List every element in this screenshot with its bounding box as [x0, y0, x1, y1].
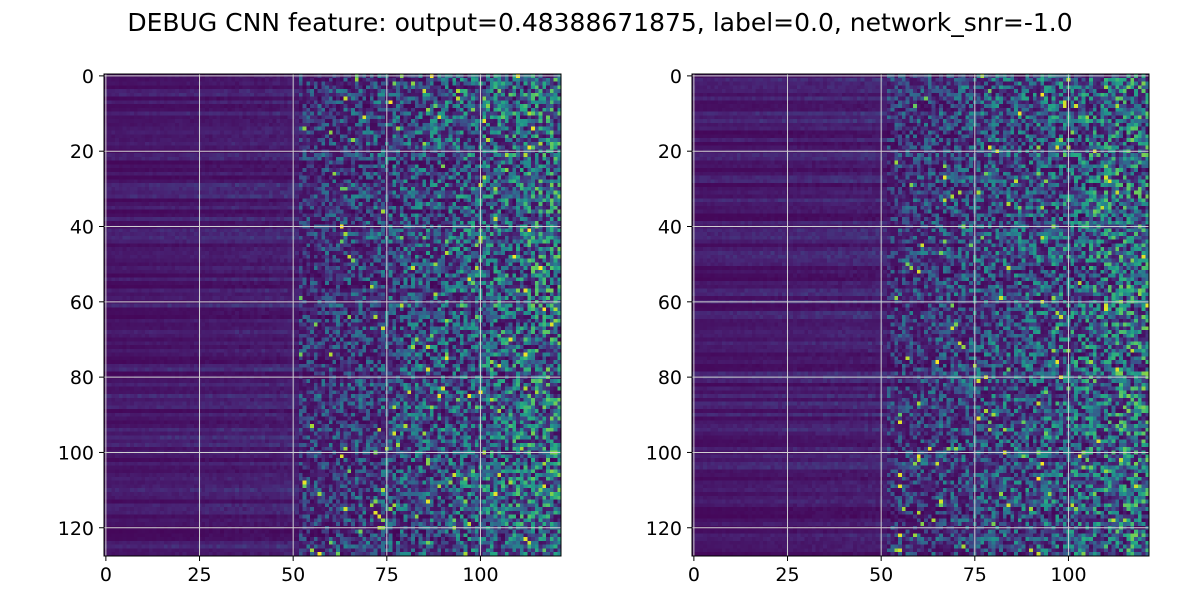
y-tick-label: 0: [670, 66, 682, 88]
x-tick-label: 50: [281, 564, 305, 586]
x-tick-label: 75: [375, 564, 399, 586]
x-tick-label: 100: [462, 564, 498, 586]
y-tick-label: 40: [658, 217, 682, 239]
y-tick-label: 120: [646, 518, 682, 540]
figure-title: DEBUG CNN feature: output=0.48388671875,…: [127, 8, 1073, 37]
x-tick-label: 0: [100, 564, 112, 586]
y-tick-label: 40: [70, 217, 94, 239]
y-tick-label: 80: [658, 367, 682, 389]
y-tick-label: 0: [82, 66, 94, 88]
y-tick-label: 60: [658, 292, 682, 314]
heatmap-image: [104, 74, 561, 556]
y-tick-label: 100: [58, 442, 94, 464]
axes-frame: [103, 73, 562, 557]
y-tick-label: 60: [70, 292, 94, 314]
heatmap-image: [692, 74, 1149, 556]
heatmap-panel-right: 0 25 50 75 100 0 20 40 60 80 100 120: [646, 66, 1150, 586]
x-tick-label: 25: [775, 564, 799, 586]
y-tick-label: 80: [70, 367, 94, 389]
x-tick-label: 0: [688, 564, 700, 586]
y-tick-label: 20: [658, 141, 682, 163]
x-tick-label: 25: [187, 564, 211, 586]
x-tick-label: 100: [1050, 564, 1086, 586]
x-tick-label: 50: [869, 564, 893, 586]
y-tick-label: 120: [58, 518, 94, 540]
y-tick-label: 20: [70, 141, 94, 163]
axes-frame: [691, 73, 1150, 557]
y-tick-label: 100: [646, 442, 682, 464]
heatmap-panel-left: 0 25 50 75 100 0 20 40 60 80 100 120: [58, 66, 562, 586]
x-tick-label: 75: [963, 564, 987, 586]
